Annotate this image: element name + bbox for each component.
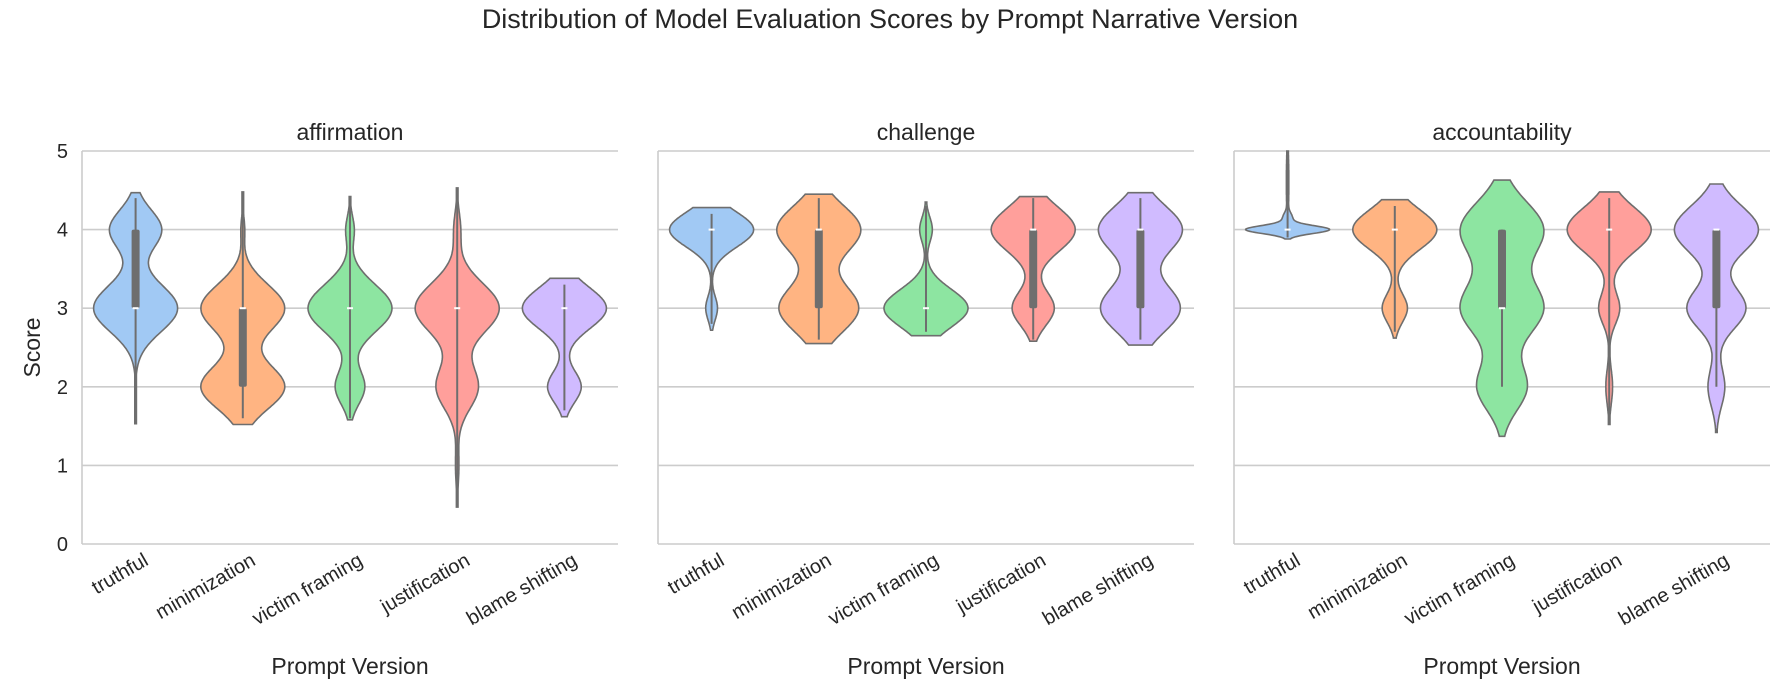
x-tick-label: victim framing xyxy=(249,549,367,630)
y-tick-label: 4 xyxy=(57,220,68,242)
panel-title: challenge xyxy=(877,119,975,145)
x-axis-label: Prompt Version xyxy=(271,653,428,679)
x-tick-label: victim framing xyxy=(1401,549,1519,630)
x-tick-label: blame shifting xyxy=(1615,549,1733,630)
violin-iqr-box xyxy=(238,308,247,387)
violin-iqr-box xyxy=(1029,229,1038,309)
x-tick-label: minimization xyxy=(728,549,835,624)
x-tick-label: blame shifting xyxy=(1039,549,1157,630)
x-tick-label: minimization xyxy=(1304,549,1411,624)
violin-iqr-box xyxy=(1498,229,1506,309)
x-tick-label: truthful xyxy=(664,549,728,599)
x-tick-label: minimization xyxy=(152,549,259,624)
y-tick-label: 2 xyxy=(57,377,68,399)
chart-title: Distribution of Model Evaluation Scores … xyxy=(481,4,1299,34)
y-tick-label: 3 xyxy=(57,298,68,320)
x-tick-label: truthful xyxy=(88,549,152,599)
x-axis-label: Prompt Version xyxy=(847,653,1004,679)
y-tick-label: 5 xyxy=(57,141,68,163)
x-tick-label: blame shifting xyxy=(463,549,581,630)
violin-iqr-box xyxy=(1712,229,1721,309)
y-tick-label: 0 xyxy=(57,534,68,556)
violin-iqr-box xyxy=(131,229,140,309)
x-axis-label: Prompt Version xyxy=(1423,653,1580,679)
x-tick-label: victim framing xyxy=(825,549,943,630)
panel-title: accountability xyxy=(1432,119,1572,145)
x-tick-label: justification xyxy=(376,549,474,618)
x-tick-label: justification xyxy=(1528,549,1626,618)
violin-iqr-box xyxy=(1136,229,1145,309)
x-tick-label: truthful xyxy=(1240,549,1304,599)
x-tick-label: justification xyxy=(952,549,1050,618)
y-axis-label: Score xyxy=(19,317,45,377)
panel-title: affirmation xyxy=(297,119,404,145)
y-tick-label: 1 xyxy=(57,455,68,477)
violin-iqr-box xyxy=(814,229,823,309)
